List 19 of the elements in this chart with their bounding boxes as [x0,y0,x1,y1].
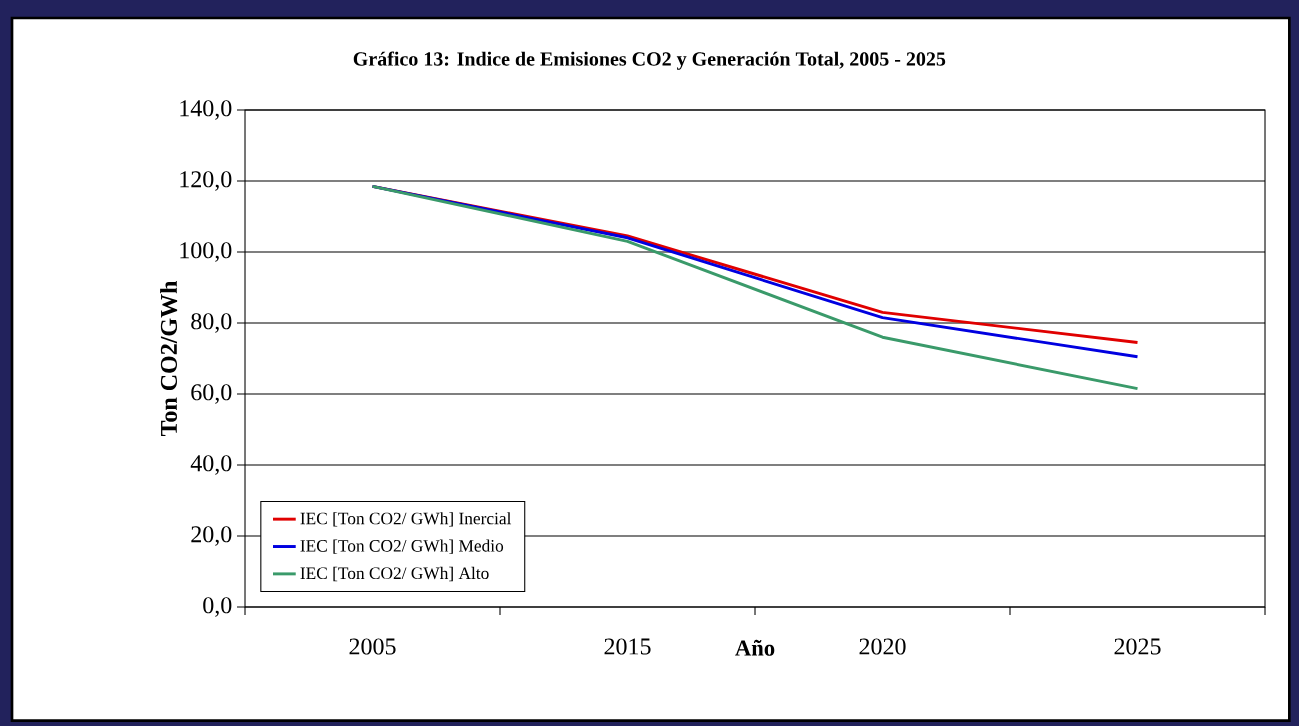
legend-label: IEC [Ton CO2/ GWh] Inercial [300,512,512,527]
x-tick-label: 2020 [859,638,906,655]
legend-label: IEC [Ton CO2/ GWh] Medio [300,539,504,554]
legend-label: IEC [Ton CO2/ GWh] Alto [300,566,489,582]
y-tick-label: 0,0 [203,597,232,617]
y-tick-label: 140,0 [180,100,232,120]
y-tick-label: 120,0 [180,171,232,191]
x-tick-label: 2025 [1114,638,1161,655]
y-tick-label: 100,0 [180,242,232,262]
line-series [371,184,1139,391]
y-axis-title: Ton CO2/GWh [160,280,178,437]
y-tick-label: 40,0 [190,455,232,475]
x-tick-label: 2015 [604,638,651,655]
x-axis-title: Año [735,639,775,656]
y-tick-label: 60,0 [191,384,232,404]
chart-title: Gráfico 13: Indice de Emisiones CO2 y Generación Total, 2005 - 2025 [353,51,946,70]
x-tick-label: 2005 [349,638,396,655]
y-tick-label: 80,0 [191,313,232,333]
y-tick-label: 20,0 [191,526,232,546]
